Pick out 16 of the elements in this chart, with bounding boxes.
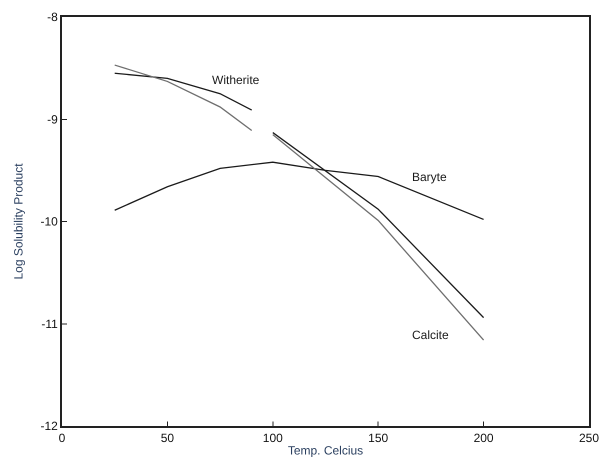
series-label: Witherite xyxy=(212,73,260,87)
y-tick-label: -9 xyxy=(47,112,58,126)
y-tick-label: -11 xyxy=(41,316,58,331)
x-axis-title: Temp. Celcius xyxy=(288,444,364,458)
y-tick-label: -12 xyxy=(40,419,58,434)
series-label: Baryte xyxy=(412,170,448,184)
x-tick-label: 0 xyxy=(58,431,66,446)
x-tick-label: 200 xyxy=(474,431,494,446)
x-tick-label: 150 xyxy=(368,431,389,446)
x-tick-label: 100 xyxy=(262,431,284,446)
y-tick-label: -10 xyxy=(40,214,58,229)
y-axis-title: Log Solubility Product xyxy=(11,162,26,280)
y-tick-label: -8 xyxy=(47,10,58,24)
x-tick-label: 50 xyxy=(160,431,174,446)
text: Calcite xyxy=(412,328,450,342)
x-tick-label: 250 xyxy=(578,431,600,446)
